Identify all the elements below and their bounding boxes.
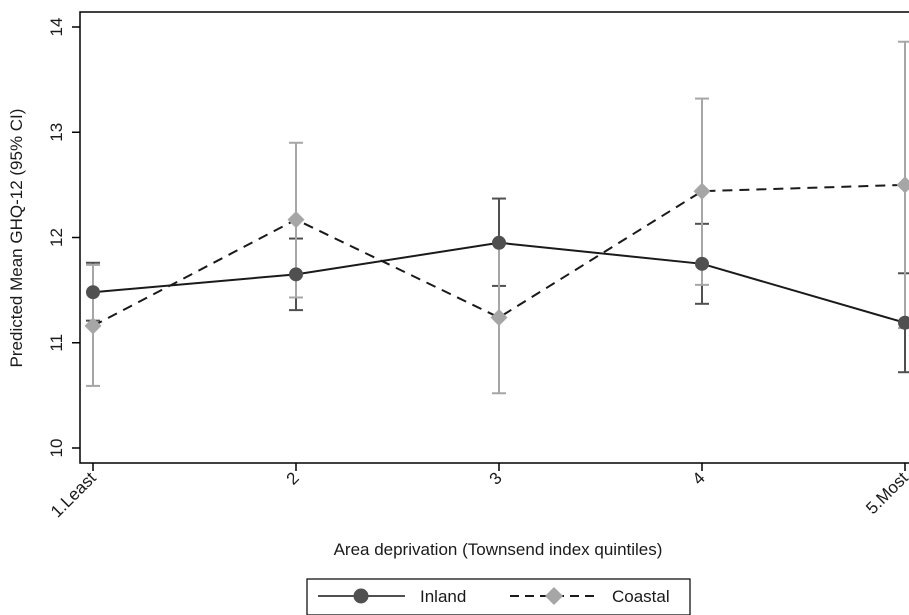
- series-inland-markers: [86, 235, 909, 330]
- x-tick-label-0: 1.Least: [47, 468, 100, 521]
- point-coastal-2: [490, 308, 508, 326]
- x-tick-label-3: 4: [689, 468, 709, 488]
- point-inland-0: [86, 285, 100, 300]
- series-layer: [84, 40, 909, 395]
- point-coastal-4: [896, 176, 909, 194]
- point-inland-3: [695, 256, 709, 271]
- point-coastal-1: [287, 211, 305, 229]
- legend: Inland Coastal: [306, 578, 691, 615]
- x-axis-label: Area deprivation (Townsend index quintil…: [334, 540, 663, 559]
- x-tick-label-2: 3: [486, 468, 506, 488]
- series-inland-ci: [86, 197, 909, 374]
- legend-inland-label: Inland: [420, 587, 466, 606]
- legend-inland-marker: [353, 588, 369, 604]
- x-tick-label-1: 2: [283, 468, 303, 488]
- point-inland-2: [492, 235, 506, 250]
- point-coastal-0: [84, 317, 102, 335]
- series-coastal-ci: [86, 40, 909, 395]
- x-tick-label-4: 5.Most: [862, 468, 909, 518]
- point-coastal-3: [693, 182, 711, 200]
- y-tick-label-0: 10: [47, 439, 66, 458]
- legend-coastal-marker: [545, 587, 563, 605]
- y-tick-label-3: 13: [47, 123, 66, 142]
- x-axis: 1.Least 2 3 4 5.Most: [47, 463, 909, 521]
- y-tick-label-4: 14: [47, 18, 66, 37]
- point-inland-4: [898, 315, 909, 330]
- y-axis: 10 11 12 13 14: [47, 18, 80, 458]
- y-axis-label: Predicted Mean GHQ-12 (95% CI): [7, 109, 26, 368]
- y-tick-label-1: 11: [47, 334, 66, 352]
- point-inland-1: [289, 267, 303, 282]
- legend-coastal-label: Coastal: [612, 587, 670, 606]
- series-coastal-markers: [84, 176, 909, 335]
- y-tick-label-2: 12: [47, 228, 66, 247]
